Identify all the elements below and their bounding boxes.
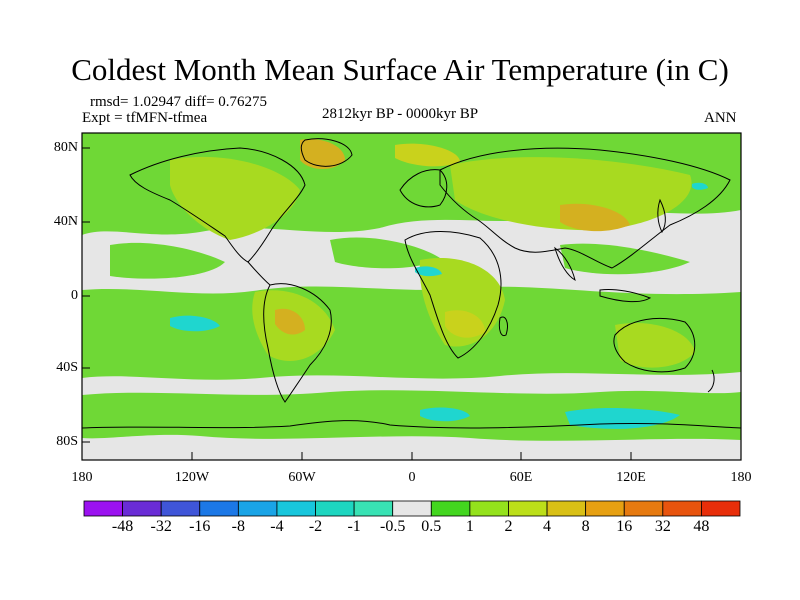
colorbar-swatch [430,500,471,517]
colorbar-label: -1 [347,518,361,535]
lon-label-180e: 180 [730,470,752,485]
colorbar-swatch [122,500,162,517]
coast-new-zealand [707,369,715,393]
warm-southern-africa [445,310,485,338]
warm-greenland [300,139,345,169]
coast-madagascar [498,316,508,337]
map-title: Coldest Month Mean Surface Air Temperatu… [71,52,729,87]
coast-india [554,246,576,282]
colorbar-swatch [623,500,664,517]
lon-label-120w: 120W [174,470,210,485]
colorbar-swatch [315,500,355,517]
anomaly-fields [82,133,741,441]
coast-south-america [263,283,332,403]
lon-label-0: 0 [408,470,416,485]
warm-south-america [275,308,305,335]
colorbar-label: 0.5 [421,518,442,535]
lat-label-80n: 80N [53,140,78,155]
coast-japan [657,198,666,234]
lat-label-40n: 40N [53,214,78,229]
green-patch-pacific [110,242,225,279]
coast-north-america [129,147,306,263]
season-text: ANN [704,110,737,126]
green-band-tropics [82,286,741,380]
colorbar-label: 1 [465,518,474,535]
colorbar-label: 4 [543,518,552,535]
warm-central-asia [560,203,630,232]
coastlines [81,138,742,429]
lon-label-60w: 60W [288,470,316,485]
colorbar [83,500,741,517]
coast-australia [613,317,696,373]
yellowgreen-australia [615,323,695,368]
period-text: 2812kyr BP - 0000kyr BP [322,106,479,122]
colorbar-swatch [662,500,702,517]
colorbar-swatch [392,500,432,517]
lat-label-0: 0 [71,288,78,303]
lon-label-180w: 180 [71,470,93,485]
cool-tropical-atlantic [415,266,442,277]
yellowgreen-eurasia [450,157,692,231]
colorbar-swatch [469,500,509,517]
colorbar-swatch [199,500,239,517]
lon-label-120e: 120E [616,470,646,485]
coast-europe [399,169,448,208]
coast-antarctica [81,420,742,429]
coast-africa [404,231,502,359]
colorbar-swatch [508,500,548,517]
coast-greenland [300,138,353,167]
colorbar-swatch [276,500,316,517]
colorbar-label: -32 [150,518,172,535]
colorbar-label: 32 [654,518,671,535]
cool-arctic-spot [692,182,708,190]
colorbar-swatch [237,500,278,517]
colorbar-label: 2 [504,518,513,535]
coast-indonesia [599,289,652,303]
colorbar-label: 48 [693,518,710,535]
colorbar-swatch [160,500,201,517]
experiment-text: Expt = tfMFN-tfmea [82,110,208,126]
coast-asia [439,147,731,269]
colorbar-label: -4 [270,518,284,535]
axis-ticks [82,147,632,460]
colorbar-label: -8 [231,518,245,535]
colorbar-swatch [546,500,587,517]
lat-label-80s: 80S [56,434,78,449]
colorbar-swatch [701,500,741,517]
green-patch-atlantic [330,237,440,269]
colorbar-label: 8 [581,518,590,535]
yellowgreen-africa [419,257,505,347]
colorbar-label: -48 [111,518,134,535]
green-band-south [82,390,741,441]
colorbar-swatch [585,500,625,517]
lat-label-40s: 40S [56,360,78,375]
colorbar-label: -0.5 [380,518,406,535]
colorbar-label: -16 [189,518,211,535]
yellowgreen-north-america [170,156,300,240]
stats-text: rmsd= 1.02947 diff= 0.76275 [90,94,268,110]
green-patch-indian [560,243,690,275]
colorbar-swatch [353,500,394,517]
warm-siberia [395,143,460,167]
coast-central-america [247,261,271,286]
cool-east-pacific [170,315,220,332]
cool-weddell [420,407,470,422]
colorbar-swatch [83,500,123,517]
colorbar-label: 16 [616,518,633,535]
lon-label-60e: 60E [509,470,533,485]
colorbar-label: -2 [308,518,323,535]
